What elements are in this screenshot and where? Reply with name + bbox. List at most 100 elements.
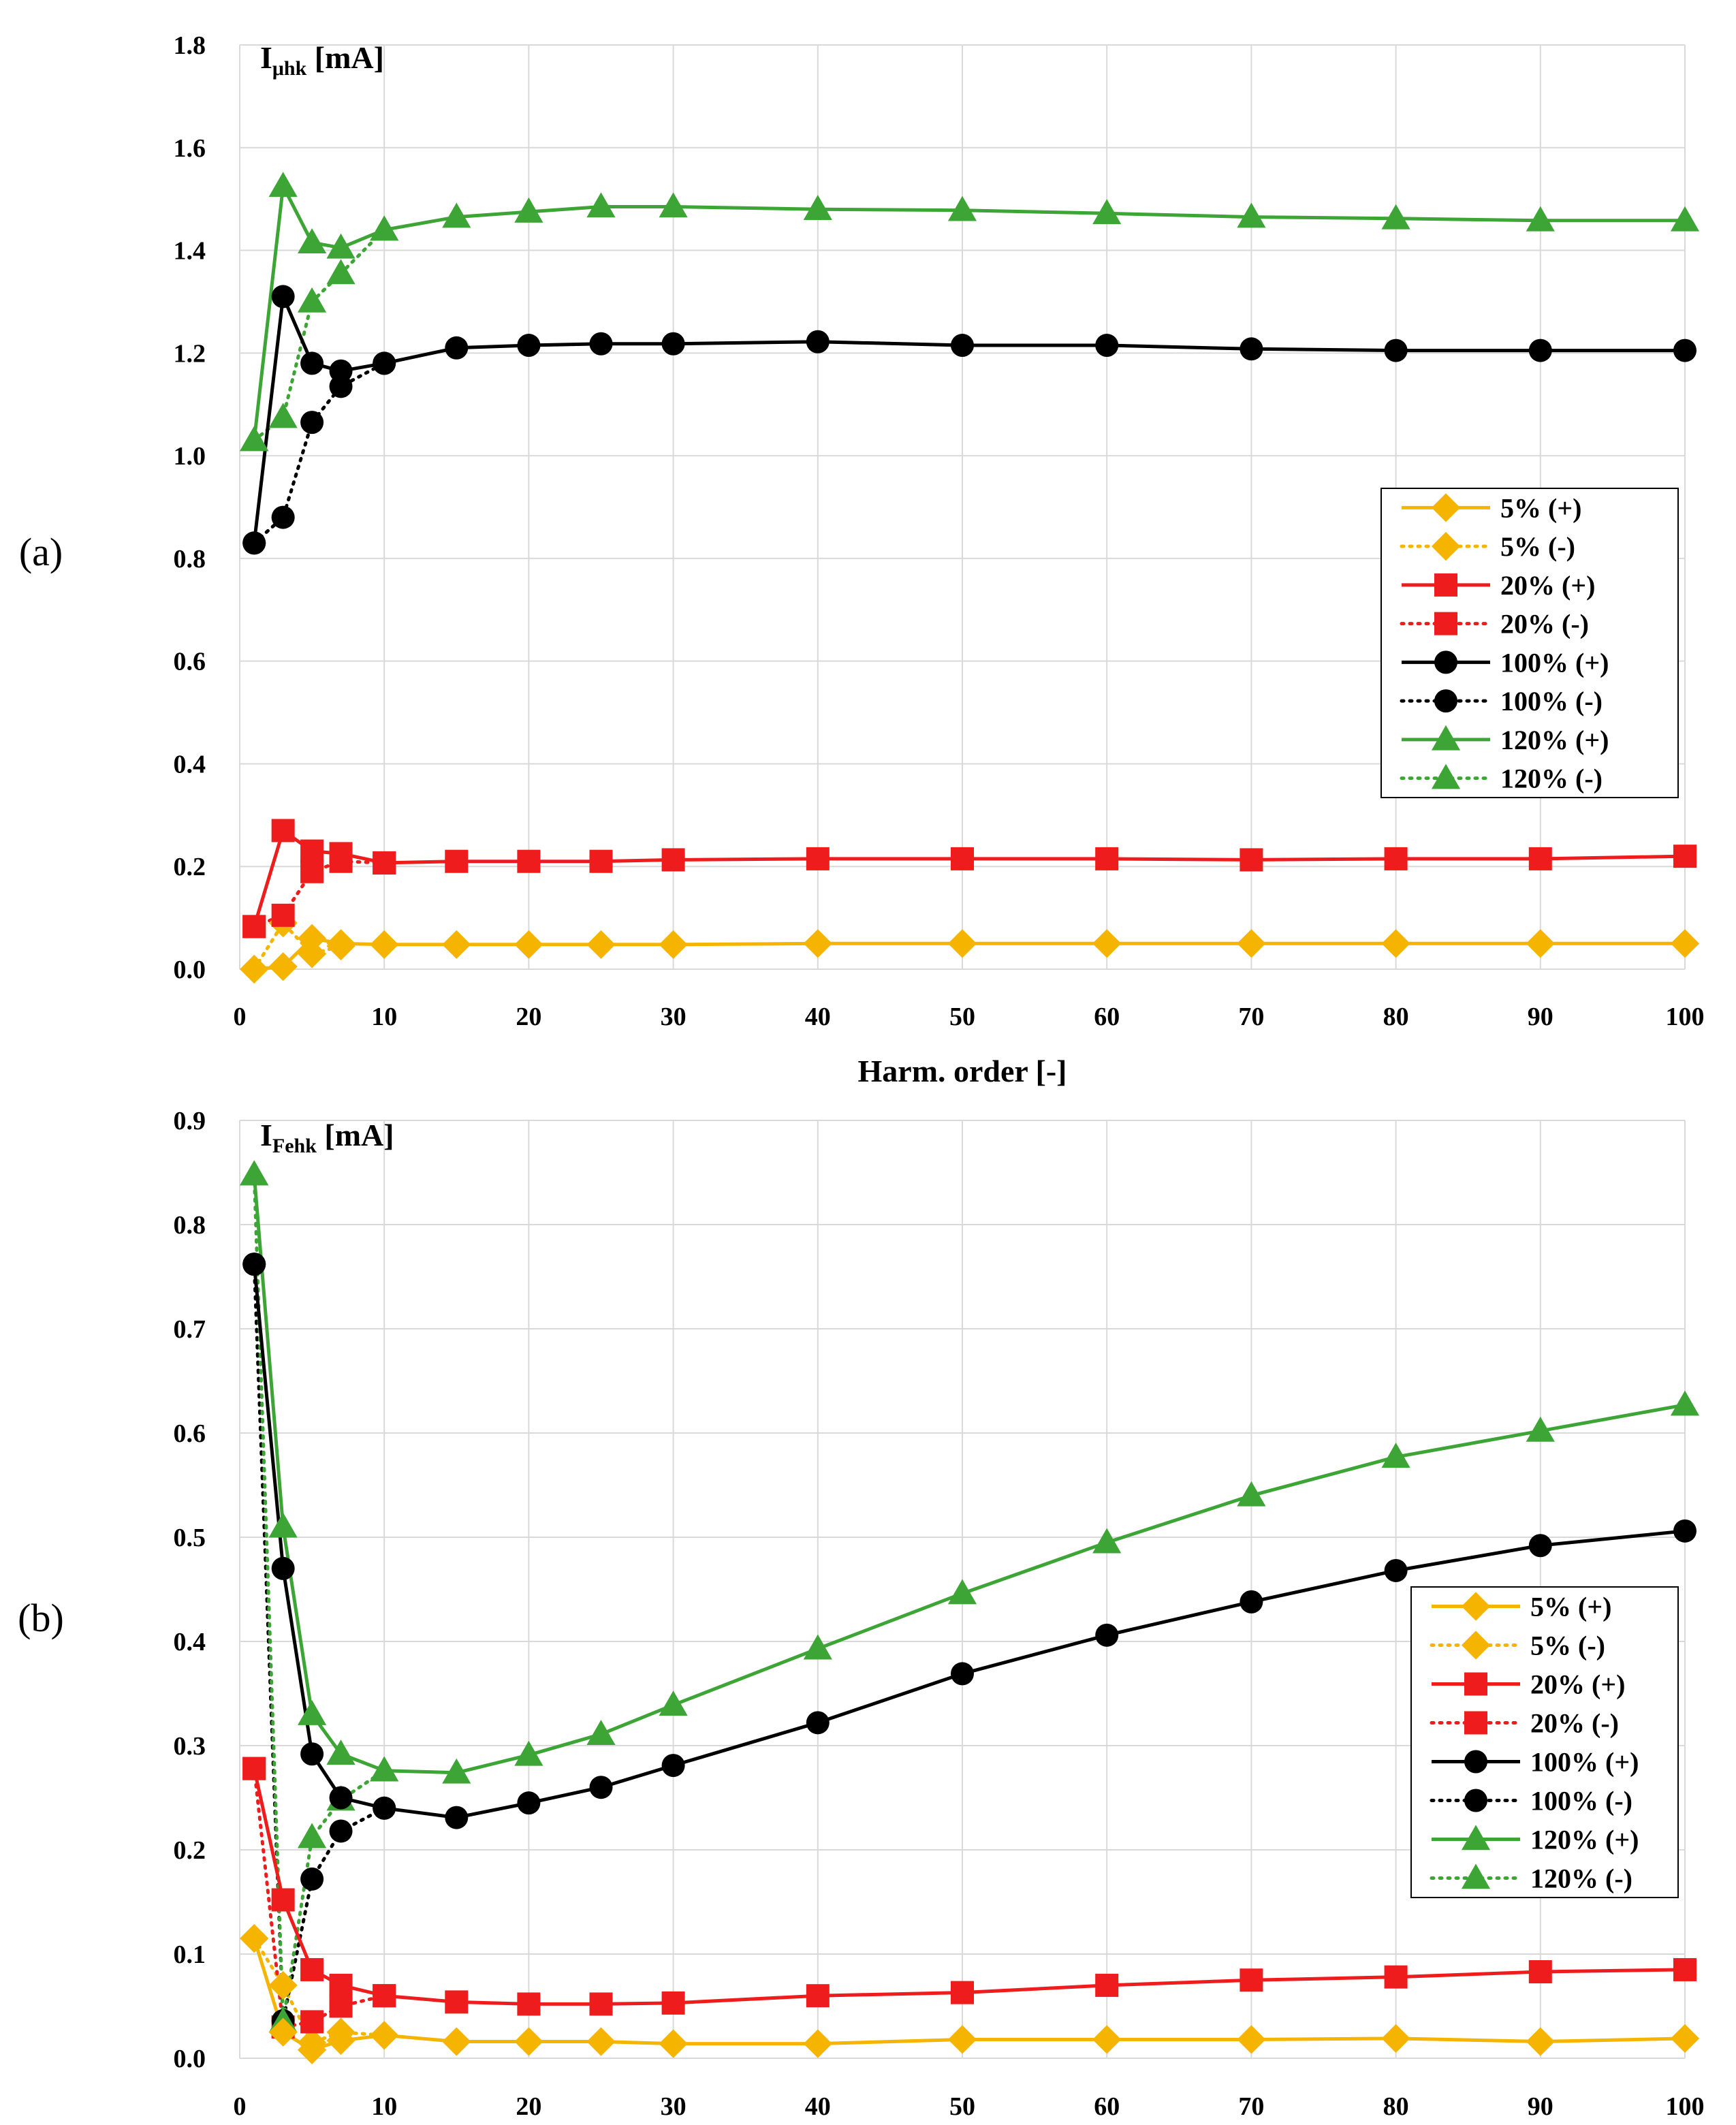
y-axis-title: IFehk [mA] [260, 1118, 394, 1157]
x-tick-label: 60 [1094, 2092, 1120, 2121]
legend-label: 100% (-) [1530, 1786, 1632, 1816]
data-point [1673, 339, 1696, 362]
series-line [253, 936, 1685, 971]
data-point [271, 903, 295, 927]
data-point [271, 1888, 295, 1912]
legend-marker [1461, 1631, 1491, 1660]
x-tick-label: 40 [805, 1003, 831, 1031]
data-point [300, 1742, 324, 1766]
data-point [517, 1992, 541, 2016]
data-point [803, 929, 832, 958]
y-tick-label: 0.6 [174, 648, 206, 676]
y-tick-label: 0.8 [174, 1211, 206, 1240]
y-tick-label: 0.4 [174, 1628, 206, 1656]
data-point [1673, 1519, 1696, 1543]
data-point [242, 1253, 266, 1276]
data-point [271, 1556, 295, 1580]
data-point [1381, 204, 1410, 230]
series-line [252, 1263, 1686, 1820]
data-point [1237, 929, 1266, 958]
data-point [1237, 1481, 1266, 1507]
data-point [514, 197, 543, 223]
legend-marker [1431, 493, 1461, 522]
data-point [589, 1992, 613, 2016]
legend-label: 120% (-) [1500, 764, 1603, 794]
data-point [268, 172, 298, 198]
legend-marker [1434, 689, 1457, 713]
data-point [329, 842, 353, 866]
data-point [329, 1973, 353, 1997]
data-point [240, 1160, 269, 1186]
data-point [298, 939, 327, 969]
data-point [517, 334, 541, 358]
legend-marker [1464, 1750, 1487, 1774]
x-tick-label: 10 [371, 1003, 397, 1031]
data-point [326, 233, 356, 259]
data-point [1381, 929, 1410, 958]
data-point [659, 930, 688, 959]
data-point [1526, 2027, 1555, 2056]
chart-panel-b: 0 10 20 30 40 50 60 70 80 90 100 0.0 0.1 0.2 0.3 0.4 0.5… [18, 1107, 1704, 2121]
data-point [268, 2017, 298, 2047]
data-point [1670, 206, 1700, 232]
x-tick-label: 10 [371, 2092, 397, 2121]
data-point [326, 929, 356, 958]
y-tick-label: 0.8 [174, 545, 206, 573]
data-point [586, 2027, 616, 2056]
data-point [951, 1981, 974, 2004]
data-point [373, 351, 396, 375]
legend-label: 100% (+) [1530, 1747, 1639, 1778]
data-point [806, 1984, 830, 2008]
data-point [442, 930, 471, 959]
data-point [445, 1806, 469, 1829]
y-tick-label: 1.0 [174, 442, 206, 471]
data-point [947, 1579, 977, 1605]
y-tick-label: 0.0 [174, 956, 206, 984]
y-tick-label: 0.7 [174, 1315, 206, 1344]
x-tick-label: 0 [234, 1003, 247, 1031]
data-point [271, 285, 295, 309]
x-tick-label: 30 [661, 1003, 686, 1031]
data-point [370, 2021, 399, 2050]
data-point [803, 195, 832, 221]
data-point [1095, 847, 1119, 870]
data-point [589, 332, 613, 356]
y-tick-label: 0.0 [174, 2045, 206, 2073]
panel-label: (b) [18, 1596, 64, 1640]
x-tick-label: 20 [516, 1003, 541, 1031]
data-point [659, 2029, 688, 2058]
data-point [1237, 202, 1266, 228]
legend-marker [1431, 764, 1461, 789]
x-tick-label: 80 [1383, 2092, 1409, 2121]
legend-label: 20% (-) [1500, 609, 1589, 640]
data-point [329, 1786, 353, 1810]
y-tick-label: 0.9 [174, 1107, 206, 1135]
x-tick-label: 50 [949, 2092, 975, 2121]
data-point [1092, 1528, 1122, 1554]
data-point [1670, 929, 1700, 958]
data-point [1673, 845, 1696, 868]
data-point [1528, 1960, 1552, 1984]
data-point [242, 1757, 266, 1780]
legend-marker [1461, 1592, 1491, 1621]
data-point [326, 2026, 356, 2056]
series-line [252, 184, 1685, 441]
x-tick-label: 60 [1094, 1003, 1120, 1031]
legend-label: 120% (-) [1530, 1863, 1632, 1894]
legend-label: 20% (+) [1500, 570, 1595, 601]
data-point [514, 2027, 543, 2056]
data-point [661, 1991, 685, 2015]
data-point [329, 359, 353, 383]
data-point [298, 2035, 327, 2064]
x-tick-label: 0 [234, 2092, 247, 2121]
data-point [661, 1754, 685, 1778]
series-line [252, 1768, 1686, 2006]
legend-label: 5% (-) [1530, 1631, 1605, 1661]
data-point [268, 952, 298, 981]
legend: 5% (+) 5% (-) 20% (+) 20% (-) 100% (+) 100% (… [1380, 488, 1679, 798]
y-tick-label: 1.2 [174, 339, 206, 368]
data-point [1384, 1965, 1408, 1989]
series-line [252, 921, 343, 971]
data-point [373, 851, 396, 875]
data-point [329, 1819, 353, 1843]
